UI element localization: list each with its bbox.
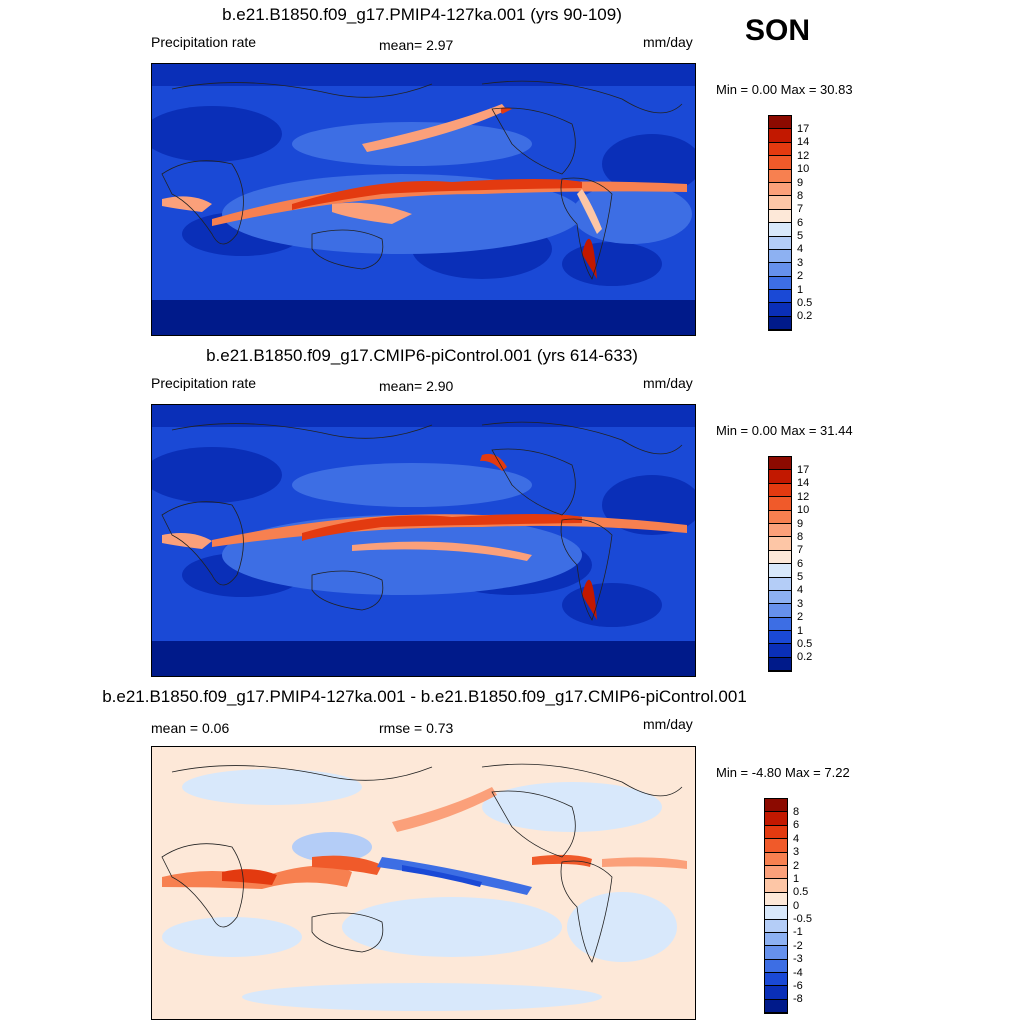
panel-1-units-label: mm/day xyxy=(643,34,693,50)
colorbar-3-tick: 8 xyxy=(793,806,800,818)
colorbar-2-tick: 4 xyxy=(797,584,804,596)
panel-1-colorbar: 17 14 12 10 9 8 7 6 5 4 3 2 1 0.5 0.2 xyxy=(768,115,812,332)
colorbar-1-tick: 4 xyxy=(797,243,804,255)
colorbar-1-tick: 6 xyxy=(797,217,804,229)
panel-1-mean-label: mean= 2.97 xyxy=(379,37,454,53)
panel-2-title: b.e21.B1850.f09_g17.CMIP6-piControl.001 … xyxy=(206,346,638,365)
colorbar-1-tick: 17 xyxy=(797,123,810,135)
panel-1-title: b.e21.B1850.f09_g17.PMIP4-127ka.001 (yrs… xyxy=(222,5,622,24)
colorbar-2-tick: 1 xyxy=(797,625,804,637)
colorbar-3-tick: -6 xyxy=(793,980,803,992)
colorbar-3-tick: 0.5 xyxy=(793,886,809,898)
colorbar-3-tick: 3 xyxy=(793,846,800,858)
colorbar-2-tick: 3 xyxy=(797,598,804,610)
panel-1-variable-label: Precipitation rate xyxy=(151,34,257,50)
colorbar-1-tick: 2 xyxy=(797,270,804,282)
panel-3-units-label: mm/day xyxy=(643,716,693,732)
colorbar-3-tick: 2 xyxy=(793,860,800,872)
colorbar-2-tick: 12 xyxy=(797,491,810,503)
colorbar-1-tick: 0.5 xyxy=(797,297,813,309)
panel-2-variable-label: Precipitation rate xyxy=(151,375,257,391)
panel-2-map xyxy=(151,404,696,677)
colorbar-2-tick: 2 xyxy=(797,611,804,623)
colorbar-1-tick: 9 xyxy=(797,177,804,189)
colorbar-1-tick: 8 xyxy=(797,190,804,202)
colorbar-3-tick: -0.5 xyxy=(793,913,812,925)
colorbar-2-tick: 9 xyxy=(797,518,804,530)
colorbar-3-tick: -2 xyxy=(793,940,803,952)
panel-3-mean-label: mean = 0.06 xyxy=(151,720,230,736)
panel-1-map xyxy=(151,63,696,336)
colorbar-2-tick: 14 xyxy=(797,477,810,489)
colorbar-3-tick: -3 xyxy=(793,953,803,965)
panel-3-minmax: Min = -4.80 Max = 7.22 xyxy=(716,765,850,780)
panel-2-minmax: Min = 0.00 Max = 31.44 xyxy=(716,423,853,438)
colorbar-2-tick: 0.5 xyxy=(797,638,813,650)
colorbar-2-tick: 17 xyxy=(797,464,810,476)
colorbar-2-tick: 0.2 xyxy=(797,651,813,663)
colorbar-1-tick: 1 xyxy=(797,284,804,296)
panel-3-rmse-label: rmse = 0.73 xyxy=(379,720,454,736)
colorbar-2-tick: 8 xyxy=(797,531,804,543)
colorbar-2-tick: 5 xyxy=(797,571,804,583)
colorbar-3-tick: 1 xyxy=(793,873,800,885)
colorbar-2-tick: 6 xyxy=(797,558,804,570)
colorbar-3-tick: 6 xyxy=(793,819,800,831)
colorbar-3-tick: 0 xyxy=(793,900,800,912)
colorbar-1-tick: 10 xyxy=(797,163,810,175)
colorbar-3-tick: 4 xyxy=(793,833,800,845)
colorbar-1-tick: 0.2 xyxy=(797,310,813,322)
colorbar-3-tick: -1 xyxy=(793,926,803,938)
panel-3-colorbar: 8 6 4 3 2 1 0.5 0 -0.5 -1 -2 -3 -4 -6 -8 xyxy=(764,798,812,1015)
colorbar-2-tick: 10 xyxy=(797,504,810,516)
colorbar-1-tick: 3 xyxy=(797,257,804,269)
panel-2-mean-label: mean= 2.90 xyxy=(379,378,454,394)
colorbar-3-tick: -8 xyxy=(793,993,803,1005)
colorbar-1-tick: 7 xyxy=(797,203,804,215)
panel-3-map xyxy=(151,746,696,1020)
colorbar-1-tick: 5 xyxy=(797,230,804,242)
colorbar-2-tick: 7 xyxy=(797,544,804,556)
panel-1-minmax: Min = 0.00 Max = 30.83 xyxy=(716,82,853,97)
panel-2-colorbar: 17 14 12 10 9 8 7 6 5 4 3 2 1 0.5 0.2 xyxy=(768,456,812,673)
panel-3-title: b.e21.B1850.f09_g17.PMIP4-127ka.001 - b.… xyxy=(102,687,747,706)
season-label: SON xyxy=(745,14,811,47)
panel-2-units-label: mm/day xyxy=(643,375,693,391)
colorbar-1-tick: 14 xyxy=(797,136,810,148)
colorbar-3-tick: -4 xyxy=(793,967,803,979)
colorbar-1-tick: 12 xyxy=(797,150,810,162)
